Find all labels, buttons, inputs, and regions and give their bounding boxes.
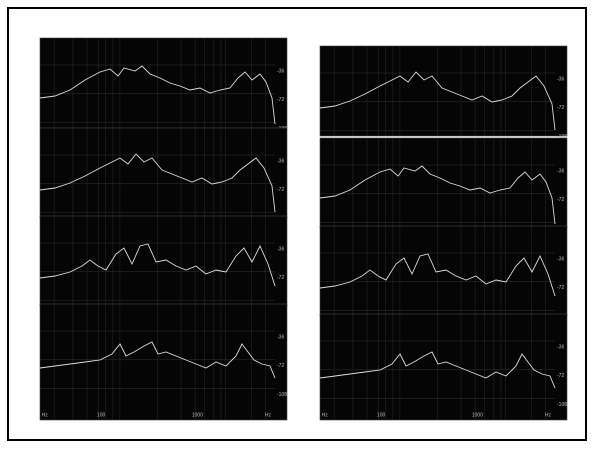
panel-bg [319, 225, 568, 317]
panel-bg [319, 137, 568, 229]
spectrum-panel: -36 -72 -108 [319, 45, 568, 140]
x-tick-label: 100 [377, 412, 386, 418]
y-tick-label: -36 [557, 256, 564, 262]
y-tick-label: -108 [277, 392, 287, 398]
y-tick-label: -72 [277, 97, 284, 103]
y-tick-label: -36 [277, 246, 284, 252]
x-tick-label: Hz [545, 412, 552, 418]
panel-bg [39, 127, 288, 219]
y-tick-label: -36 [557, 168, 564, 174]
y-tick-label: -72 [557, 373, 564, 379]
x-tick-label: Hz [265, 412, 272, 418]
spectrum-panel: -36-72-108 [319, 225, 568, 320]
panel-bg [319, 45, 568, 137]
y-tick-label: -36 [277, 68, 284, 74]
x-tick-label: 1000 [192, 412, 203, 418]
y-tick-label: -72 [277, 275, 284, 281]
x-tick-label: Hz [322, 412, 329, 418]
y-tick-label: -36 [557, 344, 564, 350]
y-tick-label: -108 [557, 134, 567, 140]
y-tick-label: -72 [277, 363, 284, 369]
panel-bg [39, 37, 288, 129]
spectrum-panel: -36-72-108 [39, 37, 288, 132]
spectrum-panel: -36-72-108 [39, 127, 288, 222]
y-tick-label: -72 [277, 187, 284, 193]
spectrum-panel: -36 -72 -108 Hz 100 1000 Hz [39, 303, 288, 421]
spectrum-panel: -36 -72 -108 [319, 137, 568, 232]
y-tick-label: -108 [557, 402, 567, 408]
panel-bg [39, 215, 288, 307]
y-tick-label: -36 [277, 334, 284, 340]
y-tick-label: -36 [557, 76, 564, 82]
y-tick-label: -72 [557, 197, 564, 203]
y-tick-label: -36 [277, 158, 284, 164]
y-tick-label: -72 [557, 105, 564, 111]
x-tick-label: 1000 [472, 412, 483, 418]
spectrum-panel: -36 -72 -108 Hz 100 1000 Hz [319, 313, 568, 421]
panel-bg [39, 303, 288, 421]
panels: -36-72-108-36-72-108-36-72-108-36-72-108… [39, 37, 568, 421]
panel-bg [319, 313, 568, 421]
spectrum-panel: -36-72-108 [39, 215, 288, 310]
x-tick-label: Hz [42, 412, 49, 418]
frame [7, 7, 587, 441]
x-tick-label: 100 [97, 412, 106, 418]
y-tick-label: -72 [557, 285, 564, 291]
